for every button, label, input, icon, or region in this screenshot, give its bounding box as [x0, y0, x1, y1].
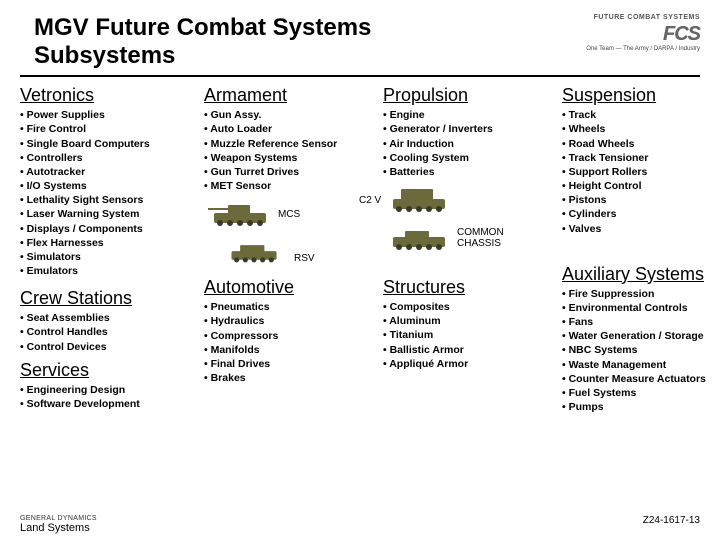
list-item: Composites [383, 300, 558, 314]
list-item: Track Tensioner [562, 151, 720, 165]
list-item: Hydraulics [204, 314, 379, 328]
list-item: Appliqué Armor [383, 357, 558, 371]
propulsion-list: EngineGenerator / InvertersAir Induction… [383, 108, 558, 179]
list-item: Counter Measure Actuators [562, 372, 720, 386]
list-item: Simulators [20, 250, 200, 264]
suspension-head: Suspension [562, 85, 720, 106]
structures-list: CompositesAluminumTitaniumBallistic Armo… [383, 300, 558, 371]
list-item: Air Induction [383, 137, 558, 151]
automotive-list: PneumaticsHydraulicsCompressorsManifolds… [204, 300, 379, 385]
automotive-head: Automotive [204, 277, 379, 298]
services-head: Services [20, 360, 200, 381]
crew-list: Seat AssembliesControl HandlesControl De… [20, 311, 200, 354]
rsv-tank-icon [226, 239, 282, 265]
list-item: Waste Management [562, 358, 720, 372]
footer-company-small: GENERAL DYNAMICS [20, 515, 97, 522]
list-item: Power Supplies [20, 108, 200, 122]
footer-company: GENERAL DYNAMICS Land Systems [20, 515, 97, 534]
list-item: Water Generation / Storage [562, 329, 720, 343]
title-line2: Subsystems [34, 42, 175, 69]
list-item: Manifolds [204, 343, 379, 357]
list-item: Road Wheels [562, 137, 720, 151]
aux-head: Auxiliary Systems [562, 264, 720, 285]
list-item: Laser Warning System [20, 207, 200, 221]
list-item: Control Devices [20, 340, 200, 354]
armament-list: Gun Assy.Auto LoaderMuzzle Reference Sen… [204, 108, 379, 193]
list-item: Autotracker [20, 165, 200, 179]
common-chassis-label: COMMON CHASSIS [457, 227, 504, 249]
mcs-label: MCS [278, 209, 300, 220]
list-item: Pneumatics [204, 300, 379, 314]
list-item: Batteries [383, 165, 558, 179]
list-item: Pumps [562, 400, 720, 414]
vetronics-head: Vetronics [20, 85, 200, 106]
list-item: Seat Assemblies [20, 311, 200, 325]
logo-sub-text: One Team — The Army / DARPA / Industry [570, 46, 700, 53]
footer-code: Z24-1617-13 [643, 515, 700, 534]
fcs-logo: FUTURE COMBAT SYSTEMS FCS One Team — The… [570, 14, 700, 54]
structures-head: Structures [383, 277, 558, 298]
list-item: Wheels [562, 122, 720, 136]
list-item: Fuel Systems [562, 386, 720, 400]
title-line1: MGV Future Combat Systems [34, 14, 371, 41]
logo-top-text: FUTURE COMBAT SYSTEMS [570, 14, 700, 22]
list-item: Environmental Controls [562, 301, 720, 315]
list-item: Support Rollers [562, 165, 720, 179]
list-item: Cylinders [562, 207, 720, 221]
list-item: Titanium [383, 328, 558, 342]
list-item: Fire Suppression [562, 287, 720, 301]
list-item: Gun Turret Drives [204, 165, 379, 179]
list-item: Compressors [204, 329, 379, 343]
list-item: Cooling System [383, 151, 558, 165]
propulsion-head: Propulsion [383, 85, 558, 106]
page-title: MGV Future Combat Systems Subsystems [20, 14, 371, 69]
mcs-tank-icon [208, 199, 272, 229]
list-item: Single Board Computers [20, 137, 200, 151]
list-item: Track [562, 108, 720, 122]
logo-fcs-text: FCS [570, 22, 700, 46]
list-item: Height Control [562, 179, 720, 193]
list-item: Auto Loader [204, 122, 379, 136]
list-item: Valves [562, 222, 720, 236]
list-item: Weapon Systems [204, 151, 379, 165]
list-item: Generator / Inverters [383, 122, 558, 136]
c2v-tank-icon [387, 185, 451, 215]
list-item: Engine [383, 108, 558, 122]
list-item: Aluminum [383, 314, 558, 328]
list-item: NBC Systems [562, 343, 720, 357]
services-list: Engineering DesignSoftware Development [20, 383, 200, 411]
armament-head: Armament [204, 85, 379, 106]
list-item: MET Sensor [204, 179, 379, 193]
crew-head: Crew Stations [20, 288, 200, 309]
list-item: Emulators [20, 264, 200, 278]
list-item: Control Handles [20, 325, 200, 339]
list-item: Flex Harnesses [20, 236, 200, 250]
list-item: Fire Control [20, 122, 200, 136]
footer-company-name: Land Systems [20, 522, 90, 534]
list-item: Displays / Components [20, 222, 200, 236]
suspension-list: TrackWheelsRoad WheelsTrack TensionerSup… [562, 108, 720, 236]
rsv-label: RSV [294, 253, 315, 264]
list-item: Gun Assy. [204, 108, 379, 122]
list-item: Engineering Design [20, 383, 200, 397]
vehicle-graphics: MCS RSV [204, 197, 379, 275]
list-item: Ballistic Armor [383, 343, 558, 357]
list-item: Muzzle Reference Sensor [204, 137, 379, 151]
list-item: Pistons [562, 193, 720, 207]
vehicle-graphics-2: C2 V COMMON CHASSIS [383, 183, 558, 275]
vetronics-list: Power SuppliesFire ControlSingle Board C… [20, 108, 200, 278]
list-item: Lethality Sight Sensors [20, 193, 200, 207]
list-item: Software Development [20, 397, 200, 411]
list-item: Brakes [204, 371, 379, 385]
aux-list: Fire SuppressionEnvironmental ControlsFa… [562, 287, 720, 415]
list-item: I/O Systems [20, 179, 200, 193]
list-item: Controllers [20, 151, 200, 165]
c2v-label: C2 V [359, 195, 381, 206]
common-chassis-icon [387, 223, 451, 253]
list-item: Final Drives [204, 357, 379, 371]
list-item: Fans [562, 315, 720, 329]
